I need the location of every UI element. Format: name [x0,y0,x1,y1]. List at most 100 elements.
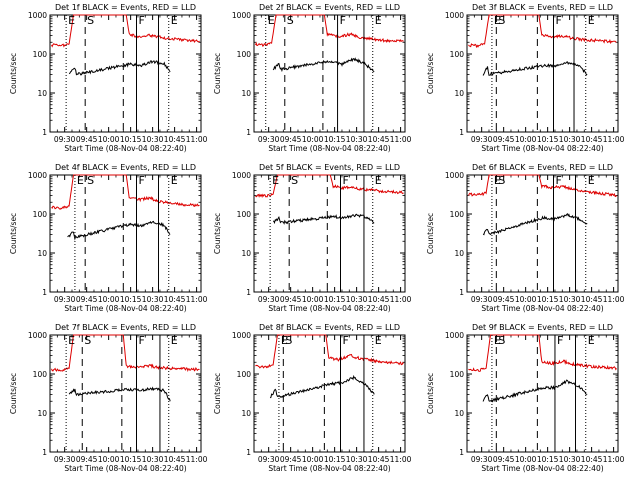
series-line-events [269,374,375,399]
x-tick-label: 10:45 [368,295,390,304]
series-line-lld [255,174,404,199]
x-tick-label: 10:30 [559,455,581,464]
detector-panel-7: Det 7f BLACK = Events, RED = LLD 1 10 100 10… [9,323,208,473]
x-axis-label: Start Time (08-Nov-04 08:22:40) [268,144,390,153]
marker-label: E [588,14,595,27]
y-axis-label: Counts/sec [213,213,222,254]
detector-panel-4: Det 4f BLACK = Events, RED = LLD 1 10 100 10… [9,163,208,313]
marker-label: F [138,14,144,27]
x-tick-label: 10:45 [164,455,186,464]
marker-label: E [494,334,501,347]
x-tick-label: 10:30 [346,455,368,464]
y-tick-label: 1 [42,128,47,137]
x-tick-label: 10:30 [559,295,581,304]
y-tick-label: 1 [42,288,47,297]
marker-label: F [555,174,561,187]
x-tick-label: 09:30 [54,455,76,464]
x-tick-label: 10:15 [324,455,346,464]
x-tick-label: 09:45 [280,135,302,144]
y-tick-label: 1 [42,448,47,457]
x-tick-label: 10:15 [120,455,142,464]
series-line-lld [468,174,617,198]
y-tick-label: 100 [450,210,465,219]
marker-label: F [138,334,144,347]
y-axis-label: Counts/sec [426,213,435,254]
y-tick-label: 10 [37,89,47,98]
plot-frame [253,174,406,293]
x-axis-label: Start Time (08-Nov-04 08:22:40) [481,464,603,473]
series-line-lld [51,334,200,372]
y-tick-label: 1 [246,128,251,137]
y-axis-label: Counts/sec [426,373,435,414]
x-tick-label: 10:00 [302,135,324,144]
x-tick-label: 10:30 [142,135,164,144]
y-tick-label: 10 [454,89,464,98]
x-tick-label: 10:00 [515,455,537,464]
panel-title: Det 8f BLACK = Events, RED = LLD [259,323,400,332]
plot-frame [466,14,619,133]
x-tick-label: 10:00 [98,455,120,464]
marker-label: E [171,334,178,347]
x-tick-label: 11:00 [603,455,625,464]
y-tick-label: 10 [37,409,47,418]
x-tick-label: 09:30 [258,135,280,144]
detector-panel-1: Det 1f BLACK = Events, RED = LLD 1 10 100 10… [9,3,208,153]
x-tick-label: 09:45 [76,135,98,144]
x-tick-label: 10:30 [142,455,164,464]
x-axis-label: Start Time (08-Nov-04 08:22:40) [481,144,603,153]
series-line-lld [255,14,404,47]
y-axis-label: Counts/sec [213,373,222,414]
marker-label: E [588,174,595,187]
series-line-lld [468,334,617,372]
plot-frame [49,14,202,133]
x-tick-label: 10:15 [537,295,559,304]
marker-label: E [375,14,382,27]
x-tick-label: 09:45 [493,295,515,304]
x-tick-label: 10:15 [324,135,346,144]
x-tick-label: 11:00 [186,455,208,464]
detector-panel-9: Det 9f BLACK = Events, RED = LLD 1 10 100 10… [426,323,625,473]
y-tick-label: 100 [450,50,465,59]
x-tick-label: 10:30 [559,135,581,144]
x-tick-label: 10:45 [581,455,603,464]
y-tick-label: 1 [459,448,464,457]
x-tick-label: 11:00 [186,135,208,144]
y-axis-label: Counts/sec [426,53,435,94]
x-tick-label: 10:15 [120,295,142,304]
marker-label: S [87,174,94,187]
plot-frame [49,334,202,453]
plot-frame [466,334,619,453]
y-tick-label: 1000 [28,331,47,340]
series-line-lld [51,174,200,210]
x-tick-label: 11:00 [390,135,412,144]
y-tick-label: 100 [33,50,48,59]
y-tick-label: 10 [37,249,47,258]
x-tick-label: 09:45 [280,455,302,464]
panel-title: Det 1f BLACK = Events, RED = LLD [55,3,196,12]
series-line-lld [468,14,617,49]
y-axis-label: Counts/sec [213,53,222,94]
panel-title: Det 7f BLACK = Events, RED = LLD [55,323,196,332]
y-axis-label: Counts/sec [9,53,18,94]
y-tick-label: 100 [33,370,48,379]
marker-label: F [555,14,561,27]
plot-frame [253,334,406,453]
detector-panel-6: Det 6f BLACK = Events, RED = LLD 1 10 100 10… [426,163,625,313]
y-tick-label: 1000 [232,11,251,20]
x-axis-label: Start Time (08-Nov-04 08:22:40) [64,304,186,313]
marker-label: F [557,334,563,347]
series-line-events [272,57,375,73]
series-line-events [482,212,588,236]
y-tick-label: 1000 [232,331,251,340]
marker-label: E [494,14,501,27]
x-tick-label: 10:45 [164,295,186,304]
series-line-lld [51,14,200,48]
x-tick-label: 09:45 [76,455,98,464]
x-axis-label: Start Time (08-Nov-04 08:22:40) [64,144,186,153]
x-tick-label: 09:45 [280,295,302,304]
series-line-events [68,386,171,402]
marker-label: F [342,334,348,347]
marker-label: E [268,14,275,27]
x-tick-label: 10:00 [302,295,324,304]
marker-label: S [84,334,91,347]
